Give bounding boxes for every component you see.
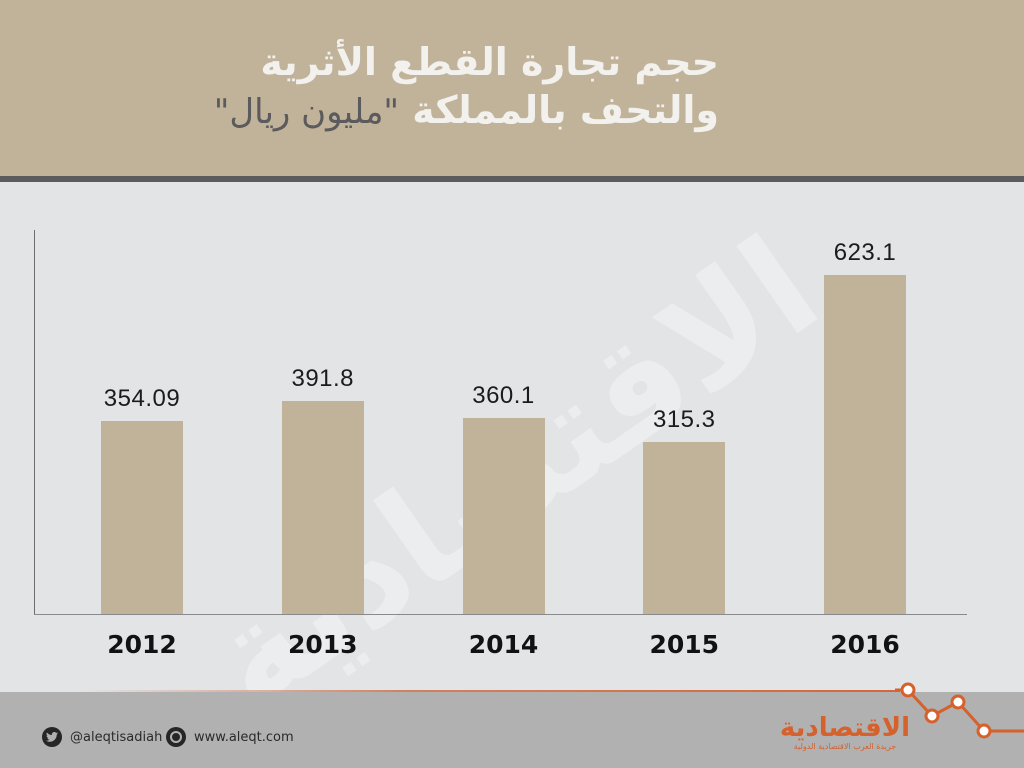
x-tick-label: 2015 xyxy=(649,630,720,659)
footer-accent-line xyxy=(80,690,900,693)
bar-2016 xyxy=(824,275,906,614)
twitter-handle: @aleqtisadiah xyxy=(70,729,163,745)
bar-2014 xyxy=(462,418,545,614)
y-axis xyxy=(34,230,35,615)
website-icon xyxy=(166,727,186,747)
title-line-1: حجم تجارة القطع الأثرية xyxy=(260,40,719,84)
header-banner: حجم تجارة القطع الأثرية والتحف بالمملكة … xyxy=(0,0,1024,176)
bar-value-label: 315.3 xyxy=(652,406,716,434)
bar-2012 xyxy=(101,421,183,614)
x-axis xyxy=(34,614,967,615)
brand-logo: الاقتصادية جريدة العرب الاقتصادية الدولي… xyxy=(780,714,910,751)
website-link[interactable]: www.aleqt.com xyxy=(166,727,294,747)
website-url: www.aleqt.com xyxy=(194,729,294,745)
bar-2013 xyxy=(281,400,364,614)
logo-subtext: جريدة العرب الاقتصادية الدولية xyxy=(793,742,897,751)
title-line-2: والتحف بالمملكة "مليون ريال" xyxy=(214,86,719,136)
bar-value-label: 391.8 xyxy=(291,364,355,392)
header-divider xyxy=(0,176,1024,182)
chart-title: حجم تجارة القطع الأثرية والتحف بالمملكة … xyxy=(214,38,719,136)
twitter-link[interactable]: @aleqtisadiah xyxy=(42,727,162,747)
x-tick-label: 2012 xyxy=(107,630,177,659)
plot-area xyxy=(34,230,967,615)
logo-text: الاقتصادية xyxy=(779,713,910,743)
x-tick-label: 2016 xyxy=(830,630,900,659)
bar-value-label: 623.1 xyxy=(833,239,897,266)
x-tick-label: 2013 xyxy=(287,630,358,659)
bar-2015 xyxy=(643,442,726,614)
x-tick-label: 2014 xyxy=(468,630,539,659)
title-unit: "مليون ريال" xyxy=(213,92,400,132)
twitter-icon xyxy=(42,727,62,747)
title-line-2-text: والتحف بالمملكة xyxy=(412,88,719,132)
bar-value-label: 354.09 xyxy=(103,385,181,413)
bar-value-label: 360.1 xyxy=(472,382,535,410)
